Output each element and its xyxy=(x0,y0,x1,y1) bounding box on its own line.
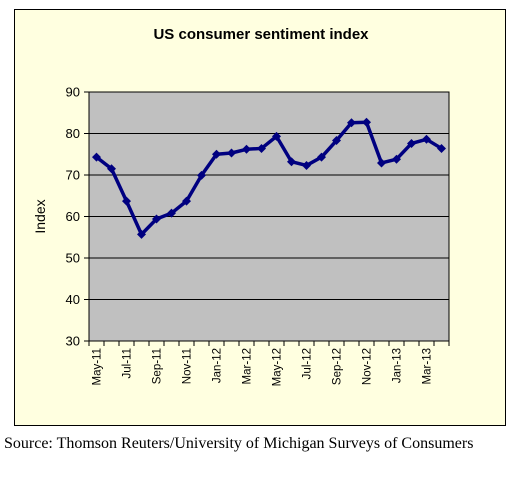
y-tick-label: 80 xyxy=(66,126,80,141)
source-note: Source: Thomson Reuters/University of Mi… xyxy=(4,435,474,452)
data-point xyxy=(347,118,356,128)
x-tick-label: Sep-11 xyxy=(152,348,164,384)
x-tick-label: Nov-12 xyxy=(362,348,374,385)
y-axis-label: Index xyxy=(32,199,48,233)
data-point xyxy=(437,143,446,153)
data-point xyxy=(287,157,296,167)
data-point xyxy=(92,152,101,162)
data-point xyxy=(272,131,281,141)
data-point xyxy=(422,134,431,144)
x-tick-label: Jul-12 xyxy=(302,348,314,379)
data-point xyxy=(362,117,371,127)
x-tick-label: Jul-11 xyxy=(122,348,134,378)
data-point xyxy=(167,208,176,218)
x-tick-label: Mar-12 xyxy=(242,348,254,384)
y-tick-label: 70 xyxy=(66,168,80,183)
y-tick-label: 50 xyxy=(66,251,80,266)
y-tick-label: 30 xyxy=(66,334,80,349)
x-tick-label: Sep-12 xyxy=(332,348,344,385)
y-tick-label: 60 xyxy=(66,209,80,224)
chart-title: US consumer sentiment index xyxy=(153,26,369,43)
data-point xyxy=(152,214,161,224)
data-point xyxy=(377,158,386,168)
x-tick-label: Jan-13 xyxy=(392,348,404,383)
data-point xyxy=(317,152,326,162)
data-point xyxy=(332,136,341,146)
data-point xyxy=(107,164,116,174)
data-point xyxy=(407,138,416,148)
y-tick-label: 40 xyxy=(66,292,80,307)
data-point xyxy=(392,154,401,164)
data-point xyxy=(227,148,236,158)
x-tick-label: May-12 xyxy=(272,348,284,386)
chart-frame: US consumer sentiment index 30 40 50 60 70 80… xyxy=(14,9,506,426)
data-point xyxy=(302,160,311,170)
line-chart: 30 40 50 60 70 80 90 May-11 Jul-11 Sep-11 Nov-11 Ja… xyxy=(32,85,450,386)
data-point xyxy=(182,196,191,206)
x-tick-label: May-11 xyxy=(92,348,104,386)
data-point xyxy=(242,144,251,154)
x-tick-label: Mar-13 xyxy=(422,348,434,384)
y-tick-label: 90 xyxy=(66,85,80,100)
data-point xyxy=(197,170,206,180)
data-point xyxy=(122,196,131,206)
data-point xyxy=(212,149,221,159)
x-tick-label: Jan-12 xyxy=(212,348,224,383)
data-point xyxy=(257,143,266,153)
x-tick-label: Nov-11 xyxy=(182,348,194,384)
data-point xyxy=(137,229,146,239)
